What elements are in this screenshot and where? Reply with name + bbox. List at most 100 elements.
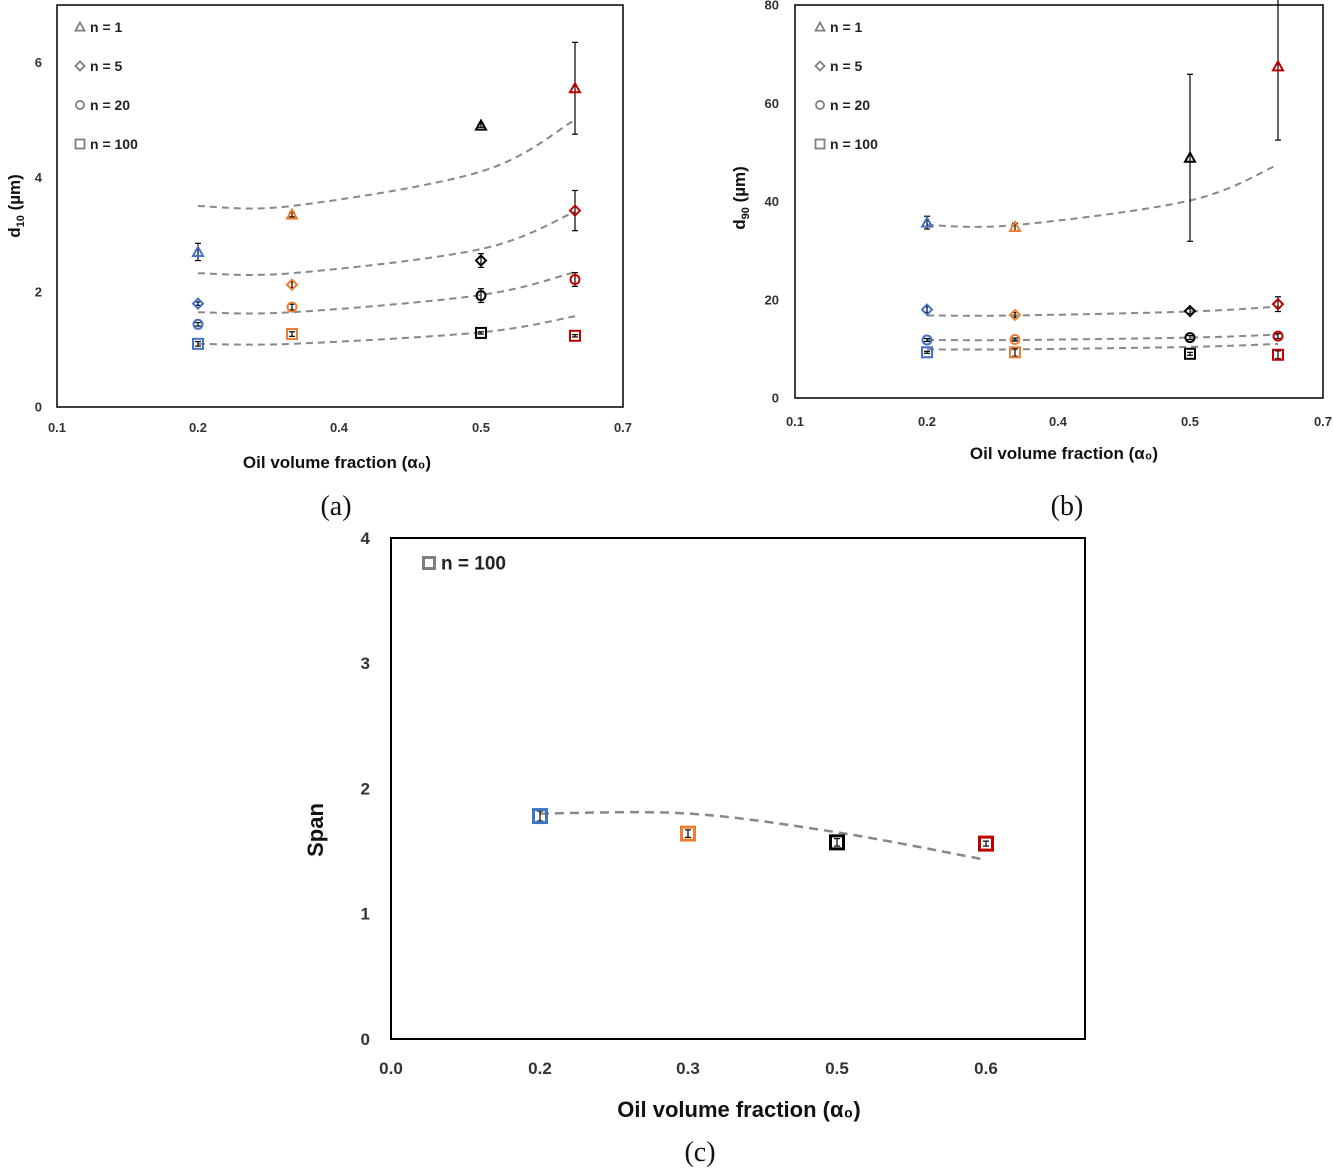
diamond-legend-icon bbox=[74, 60, 86, 72]
fit-line bbox=[197, 118, 576, 210]
legend-b: n = 1 n = 5 n = 20 n = 100 bbox=[813, 19, 878, 152]
x-axis-title-c: Oil volume fraction (α₀) bbox=[617, 1097, 860, 1122]
data-point bbox=[1183, 150, 1197, 163]
data-point bbox=[1183, 304, 1197, 318]
x-tick-label: 0.7 bbox=[1314, 414, 1332, 429]
y-tick-label: 20 bbox=[765, 292, 779, 307]
fit-lines-a bbox=[197, 118, 576, 346]
y-tick-label: 0 bbox=[772, 391, 779, 406]
x-tick-label: 0.3 bbox=[676, 1059, 700, 1078]
data-point bbox=[1009, 334, 1021, 346]
data-point bbox=[286, 328, 298, 341]
data-point bbox=[921, 334, 933, 346]
y-tick-label: 1 bbox=[361, 905, 370, 924]
x-tick-label: 0.1 bbox=[48, 420, 66, 435]
data-point bbox=[474, 118, 488, 131]
data-point bbox=[978, 835, 994, 852]
x-tick-label: 0.2 bbox=[528, 1059, 552, 1078]
panel-label-c: (c) bbox=[684, 1137, 715, 1168]
y-tick-labels-b: 0 20 40 60 80 bbox=[765, 0, 779, 406]
y-tick-label: 2 bbox=[35, 285, 42, 300]
x-tick-label: 0.5 bbox=[825, 1059, 849, 1078]
y-tick-label: 0 bbox=[361, 1030, 370, 1049]
y-tick-label: 0 bbox=[35, 400, 42, 415]
fit-line bbox=[197, 271, 576, 315]
y-tick-label: 3 bbox=[361, 654, 370, 673]
data-point bbox=[569, 329, 581, 342]
x-tick-label: 0.1 bbox=[786, 414, 804, 429]
diamond-legend-icon bbox=[814, 60, 826, 72]
y-tick-label: 4 bbox=[35, 170, 43, 185]
data-point bbox=[474, 254, 488, 267]
data-point bbox=[568, 81, 582, 94]
x-tick-label: 0.6 bbox=[974, 1059, 998, 1078]
data-point bbox=[191, 244, 205, 257]
legend-label: n = 5 bbox=[90, 58, 123, 74]
data-point bbox=[191, 297, 205, 311]
chart-panel-c: 0.0 0.2 0.3 0.5 0.6 0 1 2 3 4 n = 100 Oil volume… bbox=[303, 529, 1086, 1168]
data-point bbox=[475, 290, 487, 302]
legend-label: n = 100 bbox=[830, 136, 878, 152]
square-legend-icon bbox=[814, 138, 826, 150]
x-tick-labels-a: 0.1 0.2 0.4 0.5 0.7 bbox=[48, 420, 632, 435]
x-tick-label: 0.4 bbox=[330, 420, 349, 435]
y-tick-labels-a: 0 2 4 6 bbox=[35, 55, 43, 415]
y-tick-label: 4 bbox=[361, 529, 371, 548]
y-tick-label: 6 bbox=[35, 55, 42, 70]
legend-label: n = 100 bbox=[441, 554, 506, 575]
data-points-c bbox=[532, 808, 994, 852]
fit-line bbox=[197, 315, 576, 346]
x-tick-labels-c: 0.0 0.2 0.3 0.5 0.6 bbox=[379, 1059, 998, 1078]
y-axis-title-a: d10 (µm) bbox=[5, 174, 27, 238]
x-tick-label: 0.2 bbox=[189, 420, 207, 435]
data-point bbox=[680, 825, 696, 842]
data-point bbox=[568, 204, 582, 218]
data-points-b bbox=[920, 0, 1285, 361]
data-point bbox=[920, 215, 934, 228]
data-points-a bbox=[191, 41, 582, 350]
triangle-legend-icon bbox=[813, 20, 827, 32]
data-point bbox=[1272, 348, 1284, 361]
data-point bbox=[1008, 219, 1022, 233]
panel-label-a: (a) bbox=[320, 491, 351, 522]
data-point bbox=[1271, 59, 1285, 72]
data-point bbox=[285, 278, 299, 292]
data-point bbox=[1008, 308, 1022, 322]
square-legend-icon bbox=[74, 138, 86, 150]
data-point bbox=[1271, 297, 1285, 311]
data-point bbox=[475, 326, 487, 339]
legend-c: n = 100 bbox=[422, 554, 506, 575]
x-tick-label: 0.7 bbox=[614, 420, 632, 435]
plot-frame-b bbox=[794, 4, 1324, 399]
x-tick-label: 0.0 bbox=[379, 1059, 403, 1078]
legend-label: n = 20 bbox=[90, 97, 130, 113]
x-axis-title-b: Oil volume fraction (α₀) bbox=[970, 444, 1158, 463]
data-point bbox=[1184, 332, 1196, 344]
fit-line bbox=[197, 210, 576, 276]
data-point bbox=[1009, 346, 1021, 359]
data-point bbox=[829, 834, 845, 851]
x-tick-label: 0.2 bbox=[918, 414, 936, 429]
y-axis-title-c: Span bbox=[303, 803, 328, 857]
x-axis-title-a: Oil volume fraction (α₀) bbox=[243, 453, 431, 472]
legend-label: n = 5 bbox=[830, 58, 863, 74]
x-tick-label: 0.4 bbox=[1049, 414, 1068, 429]
legend-label: n = 1 bbox=[830, 19, 863, 35]
x-tick-label: 0.5 bbox=[472, 420, 490, 435]
data-point bbox=[286, 301, 298, 313]
data-point bbox=[285, 207, 299, 220]
panel-label-b: (b) bbox=[1051, 491, 1084, 522]
plot-frame-c bbox=[390, 537, 1086, 1040]
fit-lines-b bbox=[926, 163, 1279, 351]
data-point bbox=[569, 274, 581, 286]
triangle-legend-icon bbox=[73, 20, 87, 32]
x-tick-label: 0.5 bbox=[1181, 414, 1199, 429]
data-point bbox=[921, 346, 933, 359]
fit-line bbox=[926, 163, 1279, 228]
fit-line bbox=[926, 305, 1279, 317]
data-point bbox=[920, 303, 934, 316]
x-tick-labels-b: 0.1 0.2 0.4 0.5 0.7 bbox=[786, 414, 1332, 429]
